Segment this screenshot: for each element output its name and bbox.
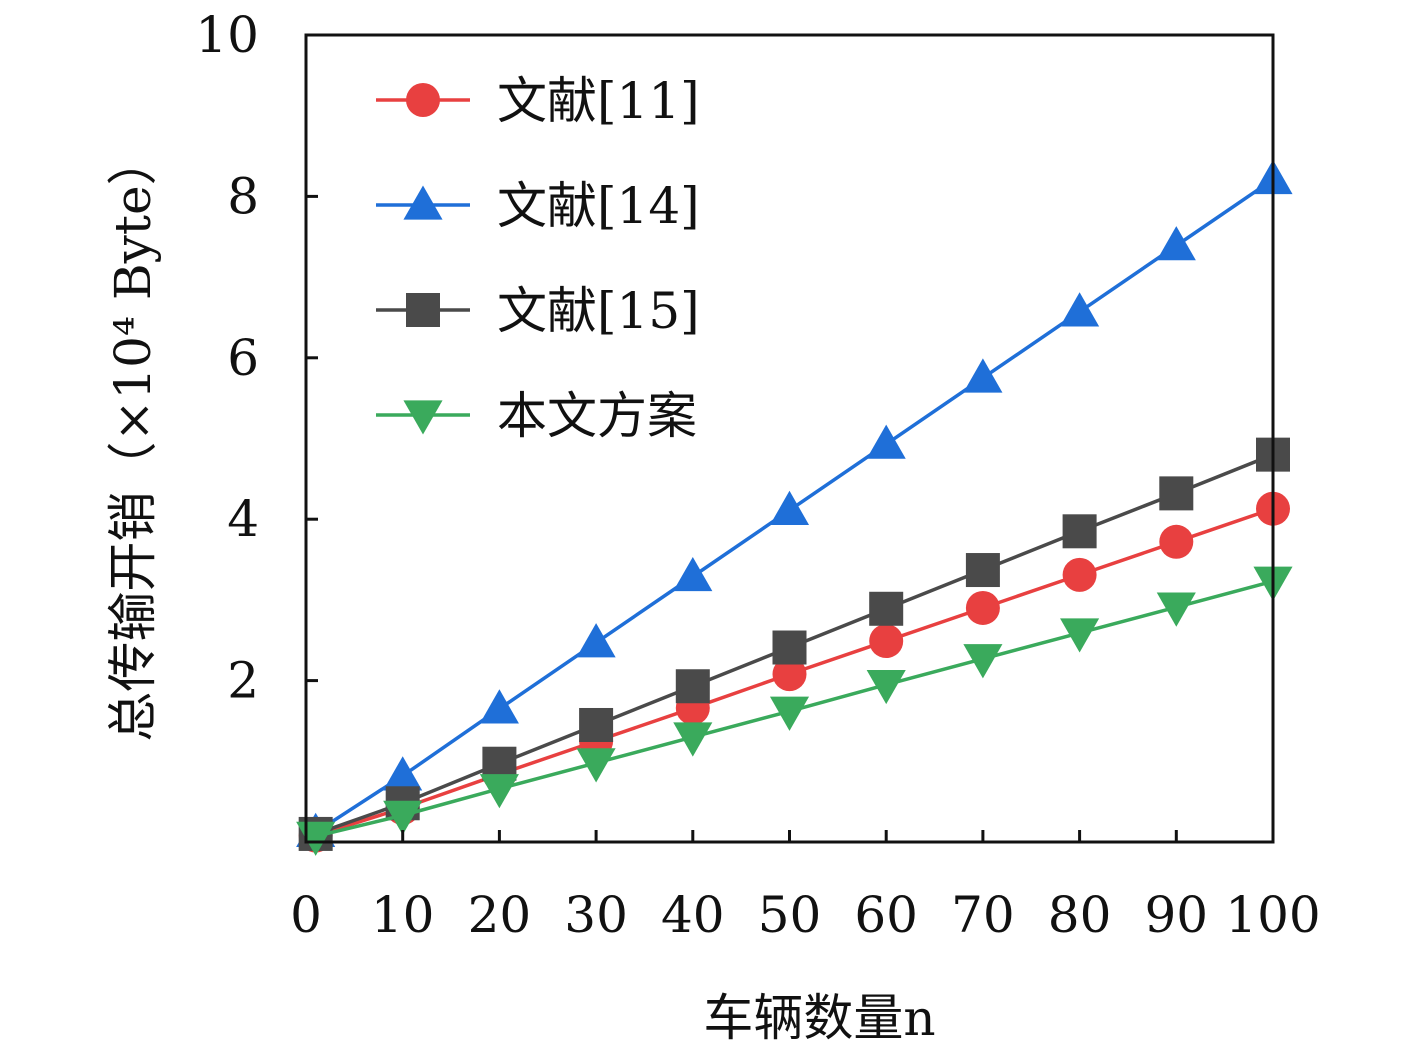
legend-marker <box>403 185 443 220</box>
data-point <box>675 669 710 704</box>
data-point <box>1156 592 1196 627</box>
data-point <box>673 722 713 757</box>
series-layer <box>296 159 1293 856</box>
legend-item: 文献[15] <box>376 282 700 340</box>
data-point <box>1159 476 1194 511</box>
y-tick-label: 4 <box>227 490 259 548</box>
x-tick-label: 100 <box>1225 886 1320 944</box>
series-2 <box>296 159 1293 847</box>
data-point <box>869 624 904 659</box>
x-tick-label: 50 <box>758 886 822 944</box>
legend-label: 文献[14] <box>497 177 700 235</box>
data-point <box>869 591 904 626</box>
data-point <box>1156 226 1196 261</box>
y-tick-label: 6 <box>227 329 259 387</box>
legend: 文献[11] 文献[14] 文献[15] 本文方案 <box>376 72 700 445</box>
x-axis: 0 10 20 30 40 50 60 70 80 90 100 <box>290 830 1321 944</box>
data-point <box>479 689 519 724</box>
data-point <box>866 669 906 705</box>
x-tick-label: 30 <box>564 886 628 944</box>
data-point <box>576 623 616 658</box>
y-axis-title: 总传输开销（×10⁴ Byte） <box>104 135 162 741</box>
data-point <box>866 424 906 459</box>
x-axis-title: 车辆数量n <box>703 989 935 1047</box>
x-tick-label: 90 <box>1144 886 1208 944</box>
data-point <box>479 774 519 809</box>
x-tick-label: 20 <box>468 886 532 944</box>
x-tick-label: 60 <box>854 886 918 944</box>
x-tick-label: 10 <box>371 886 435 944</box>
data-point <box>576 748 616 783</box>
y-axis: 2 4 6 8 10 <box>195 6 318 710</box>
data-point <box>1062 514 1097 549</box>
data-point <box>772 630 807 665</box>
series-4 <box>296 566 1293 856</box>
data-point <box>1062 557 1097 592</box>
series-1 <box>298 491 1290 853</box>
legend-item: 文献[11] <box>376 72 700 130</box>
data-point <box>1060 292 1100 327</box>
y-tick-label: 2 <box>227 652 259 710</box>
legend-label: 文献[15] <box>497 282 700 340</box>
x-tick-label: 0 <box>290 886 322 944</box>
legend-marker <box>406 293 440 327</box>
data-point <box>383 756 423 791</box>
y-tick-label: 8 <box>227 167 259 225</box>
data-point <box>963 358 1003 393</box>
x-tick-label: 40 <box>661 886 725 944</box>
data-point <box>383 800 423 835</box>
data-point <box>1159 524 1194 559</box>
data-point <box>769 696 810 731</box>
data-point <box>1060 618 1100 653</box>
data-point <box>769 490 810 525</box>
legend-label: 文献[11] <box>497 72 700 130</box>
legend-item: 文献[14] <box>376 177 700 235</box>
legend-marker <box>403 400 443 435</box>
data-point <box>965 553 1000 588</box>
x-tick-label: 70 <box>951 886 1015 944</box>
data-point <box>963 644 1003 679</box>
legend-item: 本文方案 <box>376 387 697 445</box>
data-point <box>965 590 1000 625</box>
legend-marker <box>406 83 440 117</box>
y-tick-label: 10 <box>195 6 259 64</box>
legend-label: 本文方案 <box>497 387 697 445</box>
x-tick-label: 80 <box>1048 886 1112 944</box>
data-point <box>772 657 807 692</box>
data-point <box>579 707 614 742</box>
data-point <box>673 556 713 592</box>
